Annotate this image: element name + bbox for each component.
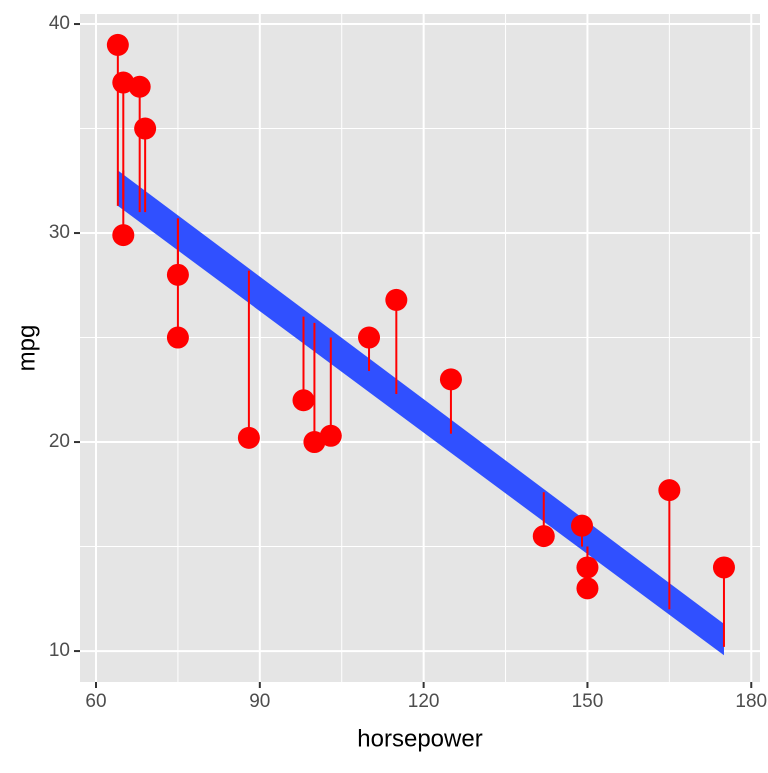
point: [532, 525, 555, 548]
point: [292, 389, 315, 412]
point: [712, 556, 735, 579]
point: [439, 368, 462, 391]
point: [166, 263, 189, 286]
y-axis-label: mpg: [13, 325, 40, 372]
x-tick-label: 60: [85, 691, 106, 712]
point: [134, 117, 157, 140]
point: [237, 426, 260, 449]
y-tick-label: 10: [49, 640, 70, 661]
point: [658, 479, 681, 502]
point: [128, 75, 151, 98]
point: [319, 424, 342, 447]
x-axis-label: horsepower: [357, 725, 482, 752]
fit-band: [117, 170, 724, 656]
y-tick-label: 30: [49, 222, 70, 243]
point: [106, 33, 129, 56]
y-tick-label: 20: [49, 431, 70, 452]
point: [385, 288, 408, 311]
x-tick-label: 180: [735, 691, 767, 712]
point: [576, 556, 599, 579]
point: [570, 514, 593, 537]
point: [576, 577, 599, 600]
y-tick-label: 40: [49, 13, 70, 34]
x-tick-label: 90: [249, 691, 270, 712]
x-tick-label: 120: [408, 691, 440, 712]
point: [112, 224, 135, 247]
point: [358, 326, 381, 349]
x-tick-label: 150: [572, 691, 604, 712]
point: [166, 326, 189, 349]
